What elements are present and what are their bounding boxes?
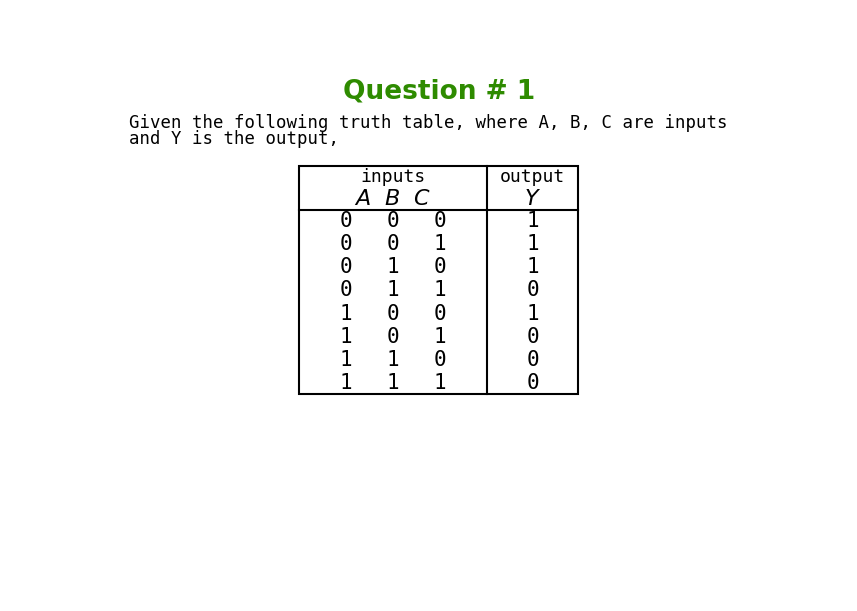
Text: 1: 1 — [434, 234, 446, 254]
Text: 0: 0 — [340, 211, 352, 231]
Text: 1: 1 — [526, 211, 539, 231]
Text: Given the following truth table, where A, B, C are inputs: Given the following truth table, where A… — [129, 114, 728, 131]
Text: 0: 0 — [526, 327, 539, 346]
Text: 0: 0 — [526, 349, 539, 370]
Text: 1: 1 — [387, 280, 399, 301]
Text: 1: 1 — [340, 373, 352, 393]
Text: 1: 1 — [434, 327, 446, 346]
Text: 1: 1 — [387, 373, 399, 393]
Text: 1: 1 — [434, 280, 446, 301]
Text: 0: 0 — [340, 234, 352, 254]
Text: 0: 0 — [387, 211, 399, 231]
Text: output: output — [500, 168, 566, 186]
Text: 0: 0 — [387, 304, 399, 324]
Text: 0: 0 — [434, 211, 446, 231]
Text: 0: 0 — [434, 304, 446, 324]
Bar — [299, 166, 578, 395]
Text: 1: 1 — [526, 234, 539, 254]
Text: $Y$: $Y$ — [524, 189, 541, 209]
Text: 1: 1 — [526, 257, 539, 277]
Text: 1: 1 — [526, 304, 539, 324]
Text: 0: 0 — [387, 327, 399, 346]
Text: 1: 1 — [434, 373, 446, 393]
Text: Question # 1: Question # 1 — [343, 78, 536, 104]
Text: 0: 0 — [526, 280, 539, 301]
Text: 1: 1 — [340, 304, 352, 324]
Text: 1: 1 — [387, 349, 399, 370]
Text: 1: 1 — [340, 327, 352, 346]
Text: 0: 0 — [526, 373, 539, 393]
Text: 0: 0 — [387, 234, 399, 254]
Text: 1: 1 — [340, 349, 352, 370]
Text: 0: 0 — [340, 280, 352, 301]
Text: 1: 1 — [387, 257, 399, 277]
Text: 0: 0 — [434, 349, 446, 370]
Text: 0: 0 — [340, 257, 352, 277]
Text: and Y is the output,: and Y is the output, — [129, 130, 339, 148]
Text: $A$  $B$  $C$: $A$ $B$ $C$ — [355, 189, 432, 209]
Text: inputs: inputs — [361, 168, 426, 186]
Text: 0: 0 — [434, 257, 446, 277]
